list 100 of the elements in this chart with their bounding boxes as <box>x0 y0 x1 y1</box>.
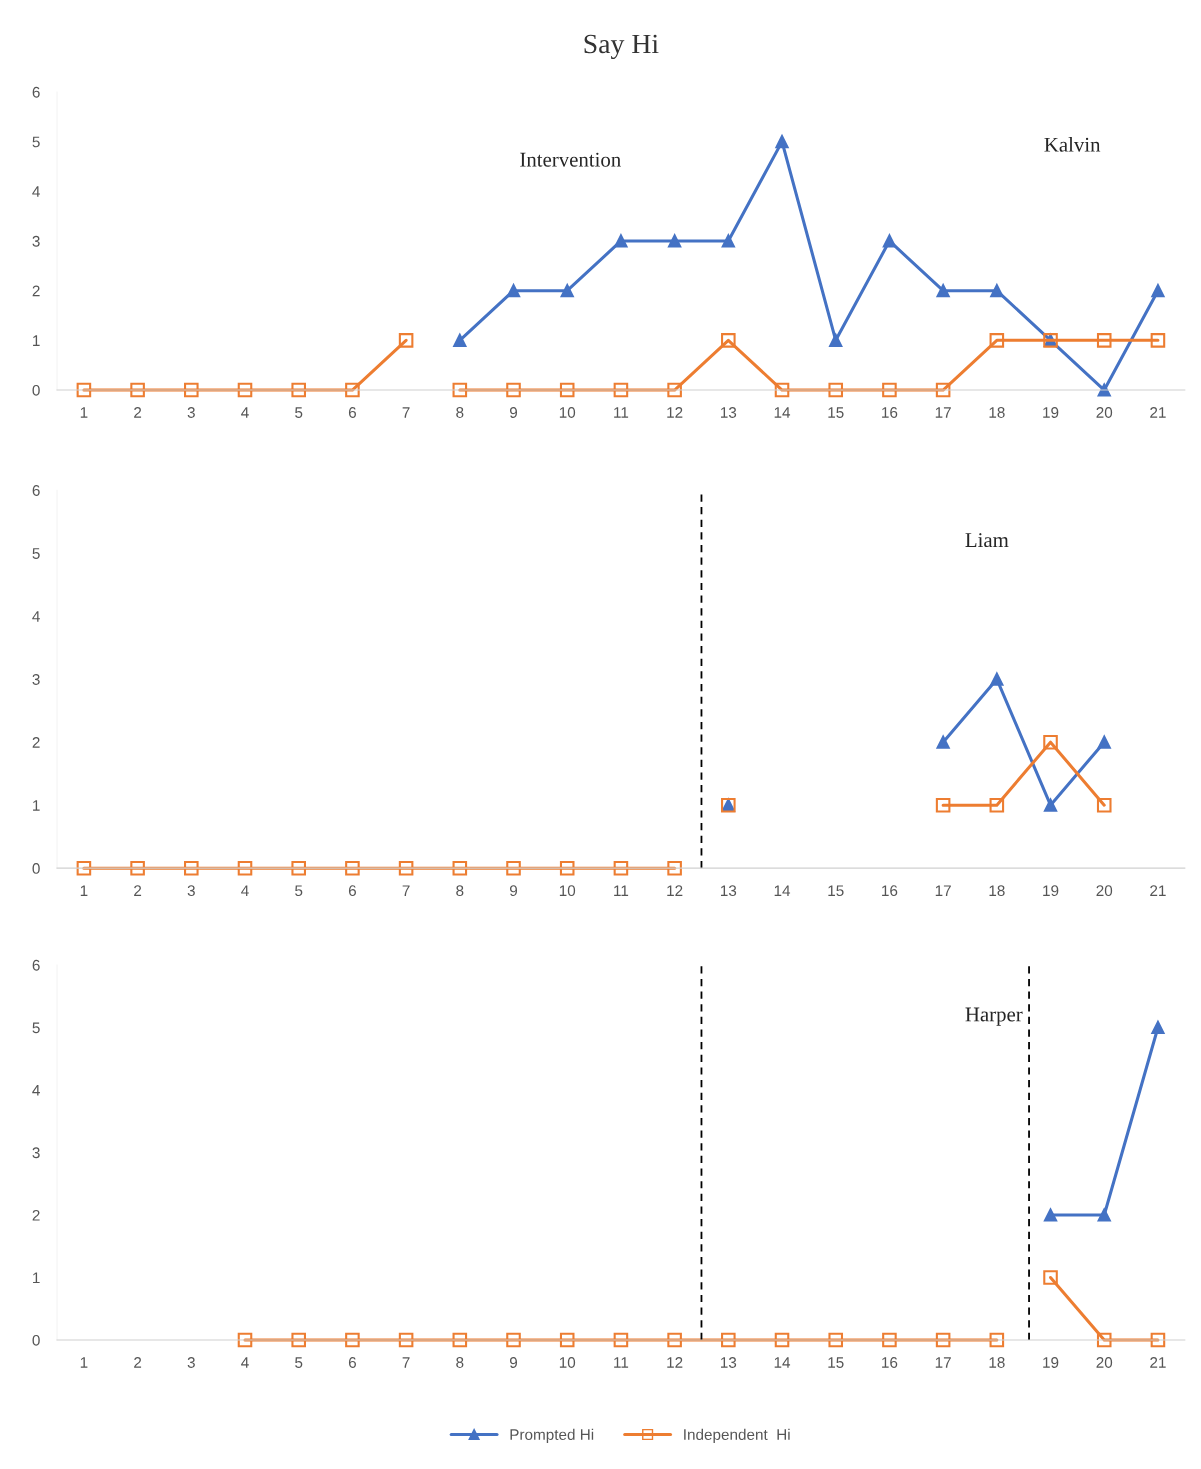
x-tick-label: 15 <box>828 885 844 897</box>
y-tick-label: 5 <box>32 548 40 559</box>
x-tick-label: 14 <box>774 1357 791 1368</box>
x-tick-label: 8 <box>456 885 464 897</box>
point <box>560 284 574 298</box>
point <box>990 284 1004 298</box>
y-tick-label: 0 <box>32 384 40 396</box>
x-tick-label: 13 <box>720 407 737 418</box>
x-tick-label: 16 <box>882 885 898 897</box>
point <box>1043 734 1058 750</box>
point <box>452 382 468 398</box>
point <box>614 234 628 248</box>
point <box>237 1332 253 1348</box>
x-tick-label: 18 <box>989 407 1005 418</box>
point <box>882 234 897 248</box>
point <box>559 382 575 398</box>
point <box>345 860 360 876</box>
point <box>452 860 468 876</box>
x-tick-label: 2 <box>134 885 142 896</box>
x-tick-label: 6 <box>348 1357 356 1368</box>
point <box>936 735 950 749</box>
point <box>935 382 951 398</box>
point <box>506 860 521 876</box>
point <box>1096 333 1112 348</box>
annotation: Kalvin <box>1044 137 1101 152</box>
y-tick-label: 1 <box>33 800 40 811</box>
x-tick-label: 12 <box>667 407 683 418</box>
y-tick-label: 4 <box>32 186 40 197</box>
point <box>506 1332 521 1348</box>
x-tick-label: 10 <box>559 1357 576 1368</box>
annotation: Harper <box>965 1007 1023 1026</box>
x-tick-label: 11 <box>614 407 629 418</box>
x-tick-label: 18 <box>989 885 1005 897</box>
annotation: Intervention <box>520 152 621 167</box>
y-tick-label: 6 <box>32 86 40 98</box>
point <box>291 382 306 398</box>
point <box>721 333 736 348</box>
x-tick-label: 17 <box>935 407 951 418</box>
x-tick-label: 14 <box>774 407 791 418</box>
y-tick-label: 0 <box>32 863 40 874</box>
x-tick-label: 21 <box>1150 1357 1166 1368</box>
x-tick-label: 10 <box>559 407 576 418</box>
x-tick-label: 21 <box>1150 407 1166 418</box>
point <box>184 860 199 876</box>
y-tick-label: 5 <box>32 1022 40 1034</box>
point <box>1151 1020 1165 1035</box>
point <box>237 860 253 876</box>
y-tick-label: 2 <box>32 1209 40 1221</box>
x-tick-label: 6 <box>348 885 356 897</box>
point <box>1097 735 1111 749</box>
y-tick-label: 6 <box>32 959 40 971</box>
point <box>453 333 467 347</box>
point <box>667 382 682 398</box>
point <box>291 1332 306 1348</box>
point <box>721 1332 736 1348</box>
x-tick-label: 15 <box>828 1357 844 1368</box>
point <box>936 284 950 298</box>
x-tick-label: 12 <box>667 885 683 896</box>
point <box>668 234 682 248</box>
point <box>882 1332 897 1348</box>
x-tick-label: 1 <box>80 885 88 896</box>
point <box>613 1332 629 1348</box>
point <box>989 797 1005 813</box>
point <box>1043 798 1058 812</box>
x-tick-label: 1 <box>80 407 88 418</box>
point <box>345 382 360 398</box>
x-tick-label: 3 <box>187 885 195 897</box>
x-tick-label: 11 <box>614 1357 629 1368</box>
x-tick-label: 18 <box>989 1357 1005 1368</box>
point <box>291 860 306 876</box>
point <box>774 1332 790 1348</box>
y-tick-label: 1 <box>33 1272 40 1284</box>
point <box>667 1332 682 1348</box>
x-tick-label: 15 <box>828 407 844 418</box>
point <box>828 1332 844 1348</box>
point <box>398 333 414 348</box>
x-tick-label: 19 <box>1043 407 1059 418</box>
x-tick-label: 12 <box>667 1357 683 1368</box>
point <box>130 860 145 876</box>
point <box>721 234 735 248</box>
point <box>775 135 789 149</box>
point <box>935 1332 951 1348</box>
y-tick-label: 2 <box>32 737 40 748</box>
point <box>882 382 897 398</box>
point <box>1043 1270 1058 1285</box>
point <box>989 333 1005 348</box>
x-tick-label: 3 <box>187 1357 195 1368</box>
point <box>184 382 199 398</box>
x-tick-label: 2 <box>134 1357 142 1368</box>
point <box>1096 1332 1112 1348</box>
point <box>506 284 521 298</box>
x-tick-label: 5 <box>295 1357 303 1368</box>
y-tick-label: 0 <box>32 1334 40 1346</box>
x-tick-label: 7 <box>402 407 410 418</box>
point <box>76 860 92 876</box>
x-tick-label: 9 <box>509 407 518 418</box>
x-tick-label: 14 <box>774 885 791 896</box>
point <box>237 382 253 398</box>
x-tick-label: 9 <box>509 885 518 897</box>
x-tick-label: 16 <box>882 407 898 418</box>
